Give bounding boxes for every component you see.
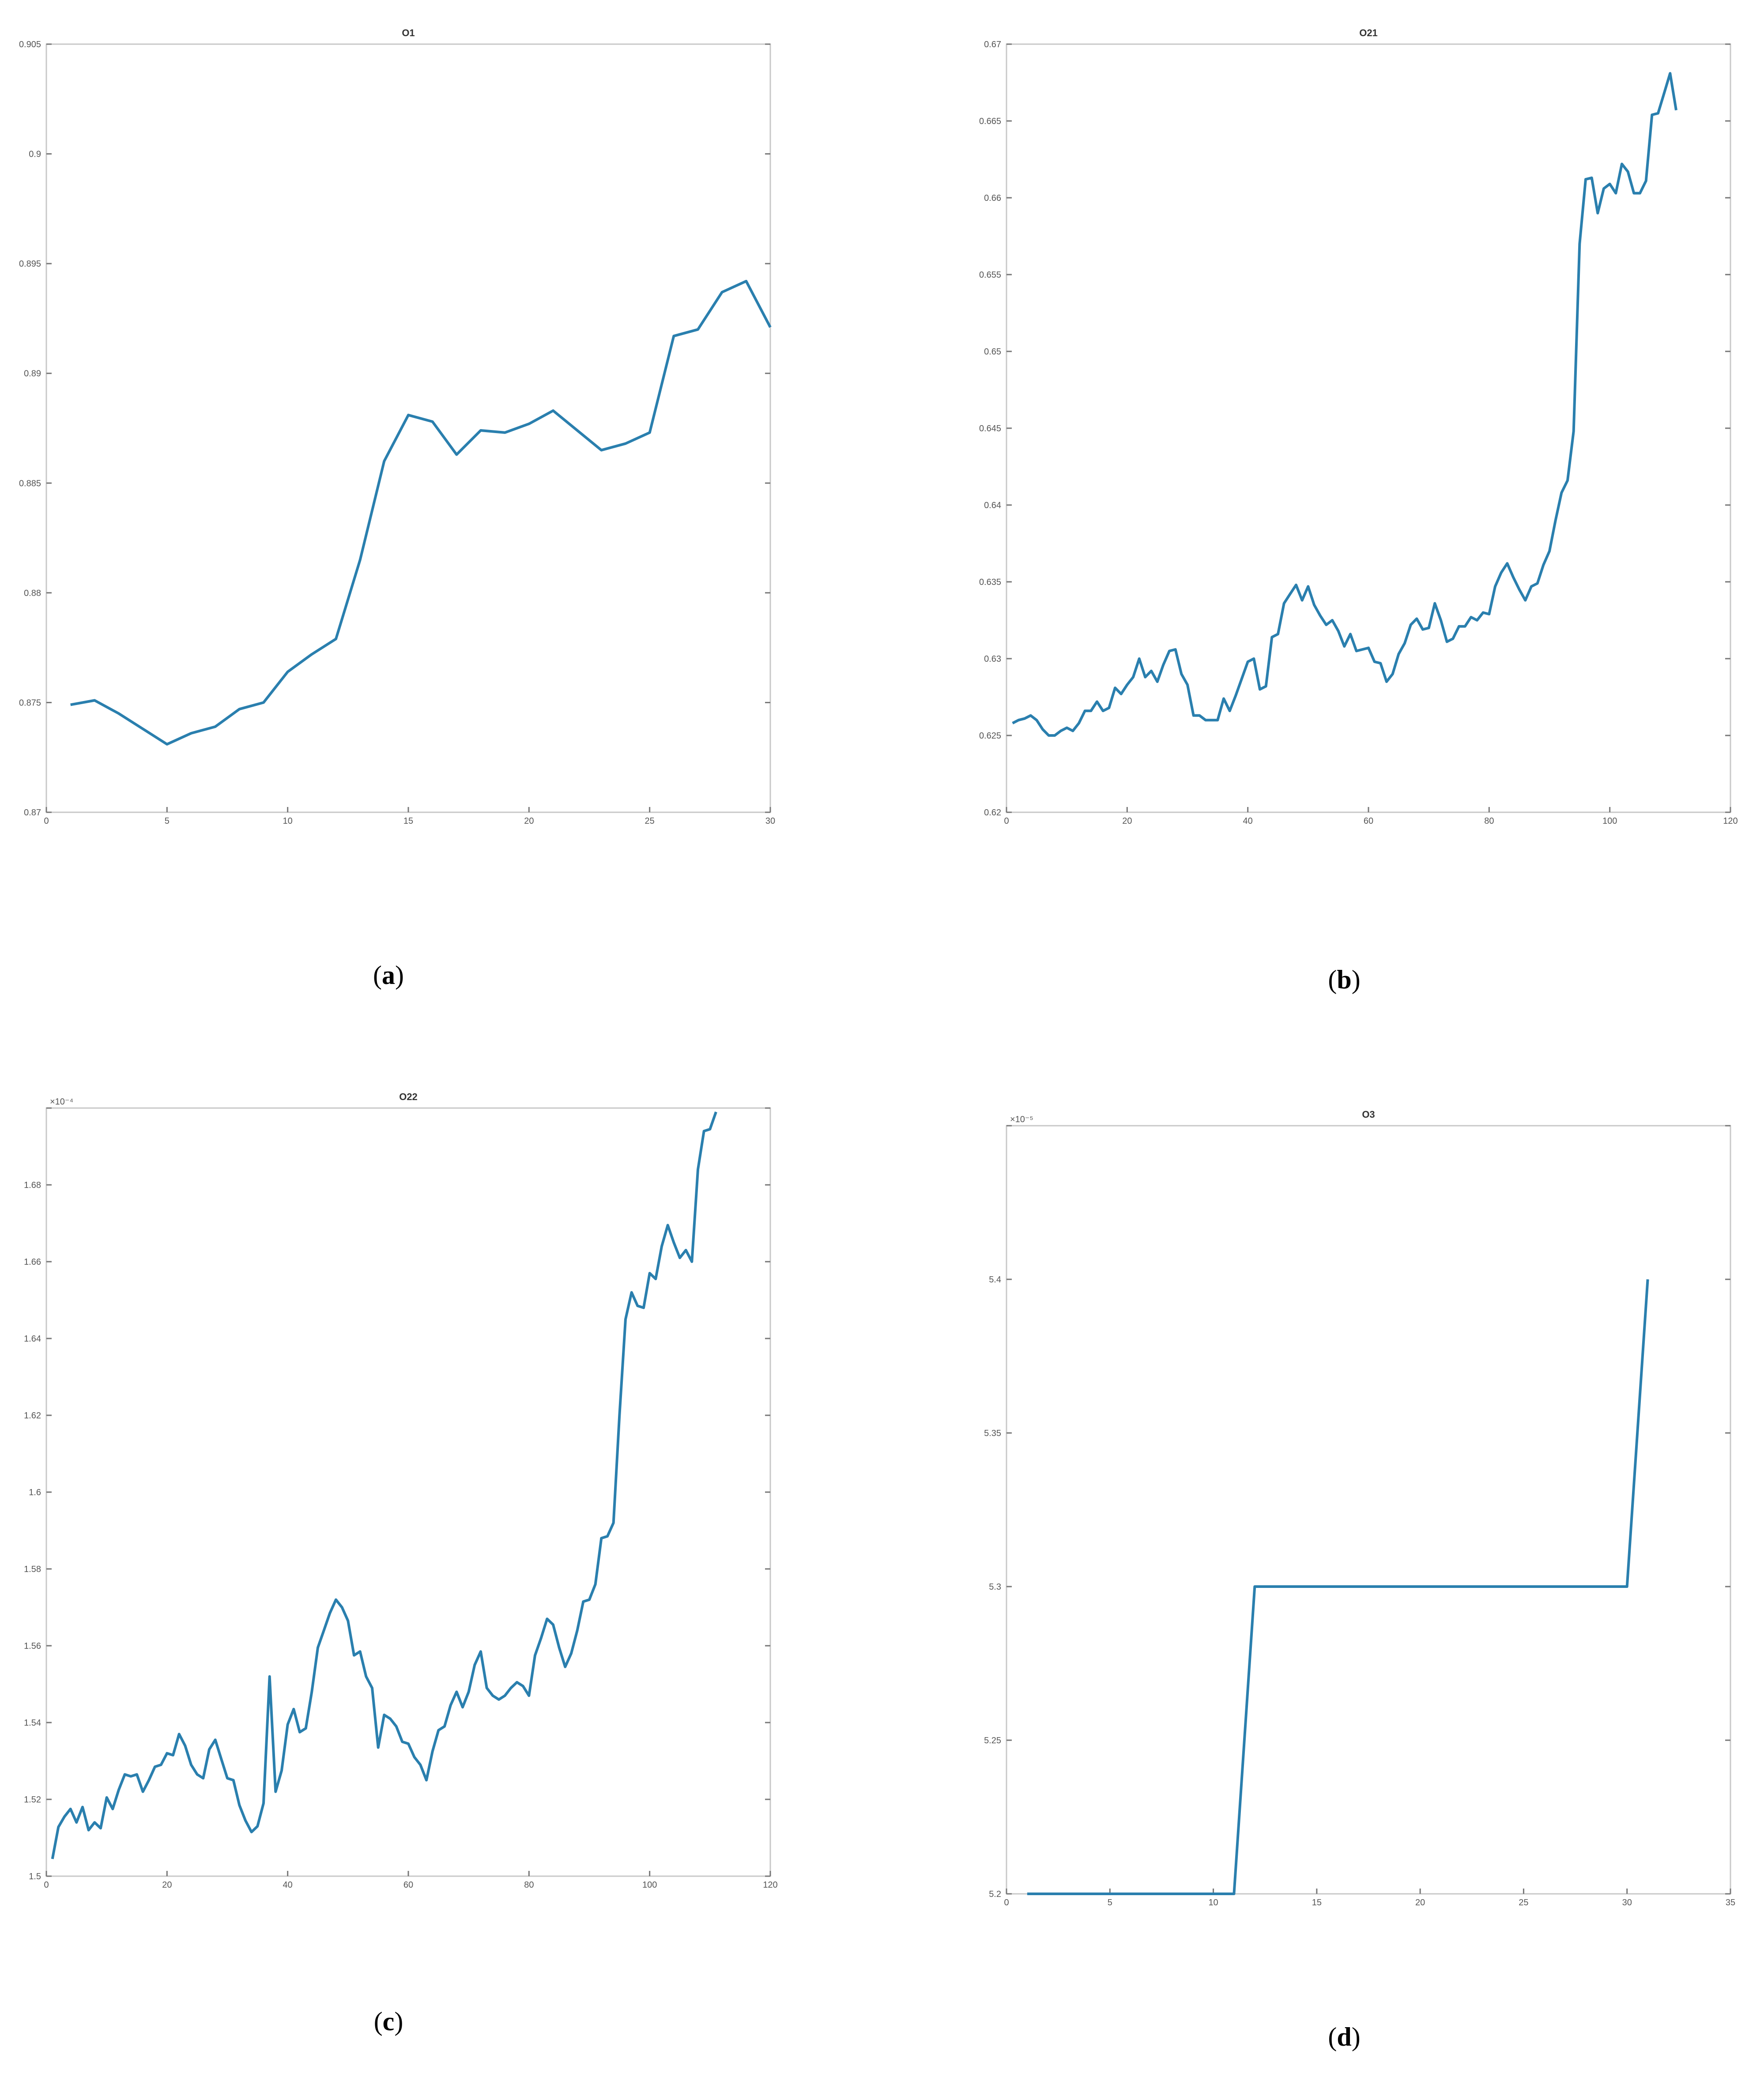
chart-title: O21 [1359,27,1378,38]
y-tick-label: 1.6 [29,1488,41,1497]
y-tick-label: 0.66 [984,193,1001,203]
x-tick-label: 20 [524,816,534,826]
line-chart-o21: O21 0 20 40 60 80 100 120 0.62 0.625 0.63 0.635 0.64… [979,27,1738,826]
x-tick-label: 5 [165,816,170,826]
y-tick-label: 0.67 [984,40,1001,49]
y-tick-label: 1.54 [24,1718,41,1728]
caption-c: (c) [373,2007,403,2036]
caption-d-letter: d [1337,2022,1352,2051]
x-tick-label: 40 [1243,816,1253,826]
y-tick-label: 0.625 [979,731,1001,741]
y-tick-label: 1.66 [24,1257,41,1267]
x-tick-label: 40 [283,1880,293,1890]
chart-title: O22 [399,1091,418,1102]
y-exponent-label: ×10⁻⁴ [50,1097,73,1107]
x-tick-label: 80 [524,1880,534,1890]
y-tick-label: 0.88 [24,588,41,598]
line-chart-o22: O22 ×10⁻⁴ 0 20 40 60 80 100 120 1.5 1.52 1.54 1.56 1.… [24,1091,778,1890]
x-tick-label: 25 [645,816,655,826]
caption-d: (d) [1328,2022,1361,2051]
chart-panel-b: O21 0 20 40 60 80 100 120 0.62 0.625 0.63 0.635 0.64… [0,0,1764,883]
x-tick-label: 100 [1602,816,1617,826]
x-tick-label: 25 [1519,1898,1528,1908]
y-tick-label: 0.63 [984,654,1001,664]
y-tick-label: 1.68 [24,1180,41,1190]
caption-c-letter: c [382,2007,395,2036]
x-tick-label: 0 [1004,816,1009,826]
y-tick-label: 0.645 [979,424,1001,434]
y-tick-label: 0.655 [979,270,1001,280]
x-tick-label: 5 [1108,1898,1112,1908]
x-tick-label: 20 [1122,816,1132,826]
x-tick-label: 120 [1723,816,1738,826]
line-chart-o3: O3 ×10⁻⁵ 0 5 10 15 20 25 30 35 5.2 5.25 5.3 5.35 5.4 [984,1109,1735,1908]
x-tick-label: 0 [44,816,49,826]
y-tick-label: 1.52 [24,1795,41,1805]
chart-title: O1 [402,27,415,38]
chart-panel-c: O22 ×10⁻⁴ 0 20 40 60 80 100 120 1.5 1.52 1.54 1.56 1.… [0,0,883,1942]
y-tick-label: 0.89 [24,369,41,379]
y-tick-label: 1.64 [24,1334,41,1344]
x-tick-label: 0 [44,1880,49,1890]
x-tick-label: 0 [1004,1898,1009,1908]
series-line [70,279,772,746]
chart-panel-d: O3 ×10⁻⁵ 0 5 10 15 20 25 30 35 5.2 5.25 5.3 5.35 5.4 [984,1109,1735,1908]
y-tick-label: 0.635 [979,577,1001,587]
y-tick-label: 5.2 [989,1889,1001,1899]
series-line [51,1111,717,1859]
x-tick-label: 60 [403,1880,413,1890]
x-tick-label: 120 [763,1880,777,1890]
y-exponent-label: ×10⁻⁵ [1010,1115,1033,1124]
x-tick-label: 30 [765,816,775,826]
x-tick-label: 10 [1208,1898,1218,1908]
y-tick-label: 0.62 [984,808,1001,818]
y-tick-label: 1.58 [24,1565,41,1574]
y-tick-label: 0.9 [29,150,41,159]
caption-b-letter: b [1337,965,1352,994]
x-tick-label: 100 [642,1880,657,1890]
plot-area [1006,1125,1731,1895]
y-tick-label: 5.3 [989,1582,1001,1592]
y-tick-label: 0.895 [19,259,41,269]
y-tick-label: 5.25 [984,1736,1001,1746]
x-tick-label: 10 [283,816,293,826]
x-tick-label: 35 [1726,1898,1735,1908]
y-tick-label: 0.64 [984,501,1001,510]
x-tick-label: 20 [1415,1898,1425,1908]
y-tick-label: 0.875 [19,698,41,708]
chart-panel-a: O1 0 5 10 15 20 25 30 0.87 0.875 0.88 0.885 0.89 0.89… [0,0,883,883]
y-tick-label: 0.87 [24,808,41,818]
x-tick-label: 60 [1364,816,1373,826]
x-tick-label: 30 [1622,1898,1632,1908]
y-tick-label: 0.665 [979,117,1001,126]
y-tick-label: 5.35 [984,1429,1001,1438]
series-line [1027,1279,1649,1895]
x-tick-label: 15 [403,816,413,826]
y-tick-label: 0.885 [19,479,41,488]
plot-area [45,1107,771,1877]
chart-title: O3 [1362,1109,1375,1120]
caption-a-letter: a [382,961,395,990]
line-chart-o1: O1 0 5 10 15 20 25 30 0.87 0.875 0.88 0.885 0.89 0.89… [19,27,775,826]
y-tick-label: 1.5 [29,1872,41,1881]
y-tick-label: 1.56 [24,1641,41,1651]
y-tick-label: 0.905 [19,40,41,49]
x-tick-label: 15 [1312,1898,1322,1908]
y-tick-label: 0.65 [984,347,1001,357]
x-tick-label: 20 [162,1880,172,1890]
caption-b: (b) [1328,965,1361,994]
series-line [1012,72,1677,737]
x-tick-label: 80 [1484,816,1494,826]
caption-a: (a) [373,961,404,990]
y-tick-label: 5.4 [989,1275,1001,1285]
y-tick-label: 1.62 [24,1411,41,1421]
